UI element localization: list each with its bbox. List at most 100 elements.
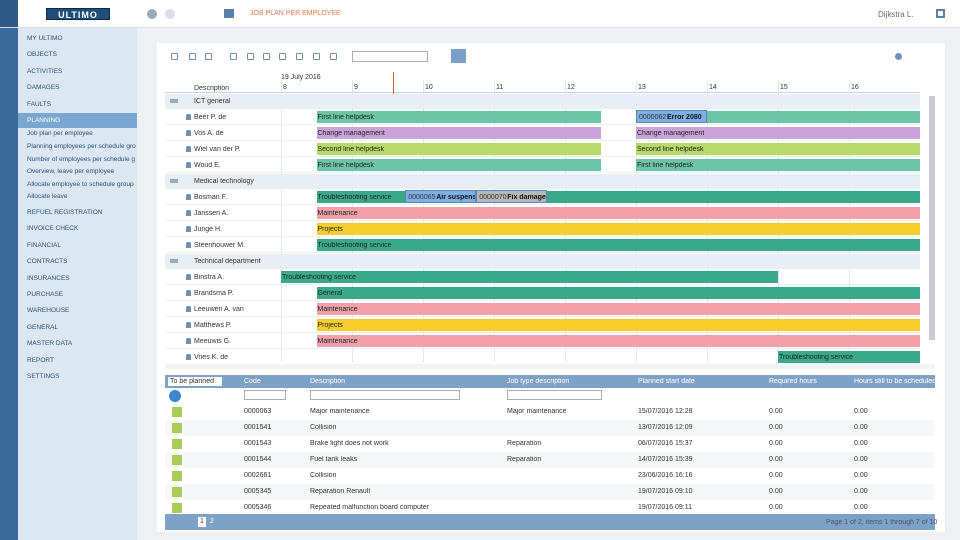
- table-row[interactable]: [165, 452, 935, 468]
- menu-item[interactable]: GENERAL: [27, 323, 59, 331]
- shift-bar[interactable]: Troubleshooting service: [778, 351, 920, 363]
- job-box[interactable]: 0000070 Fix damage: [476, 190, 548, 203]
- table-row[interactable]: [165, 420, 935, 436]
- nav-back[interactable]: [147, 9, 157, 19]
- menu-item[interactable]: MY ULTIMO: [27, 35, 63, 42]
- column-header[interactable]: Code: [244, 378, 261, 385]
- logout-icon[interactable]: [936, 9, 945, 18]
- calendar-button[interactable]: [451, 49, 466, 63]
- submenu-item[interactable]: Allocate leave: [27, 193, 68, 201]
- shift-bar[interactable]: Projects: [316, 319, 920, 331]
- menu-item[interactable]: INVOICE CHECK: [27, 225, 79, 233]
- menu-item[interactable]: REPORT: [27, 356, 54, 364]
- filter-input[interactable]: [310, 390, 460, 400]
- shift-bar[interactable]: Maintenance: [316, 207, 920, 219]
- employee-name[interactable]: Vos A. de: [194, 130, 224, 137]
- employee-name[interactable]: Brandsma P.: [194, 290, 234, 297]
- employee-name[interactable]: Binstra A.: [194, 274, 224, 281]
- column-header[interactable]: Description: [310, 378, 346, 385]
- shift-bar[interactable]: Second line helpdesk: [316, 143, 601, 155]
- group-toggle[interactable]: [170, 179, 178, 183]
- toolbar-button[interactable]: [330, 53, 337, 60]
- employee-name[interactable]: Vries K. de: [194, 354, 228, 361]
- group-toggle[interactable]: [170, 259, 178, 263]
- shift-bar[interactable]: Troubleshooting service: [281, 271, 778, 283]
- employee-name[interactable]: Janssen A.: [194, 210, 229, 217]
- table-row[interactable]: [165, 404, 935, 420]
- filter-input[interactable]: [244, 390, 286, 400]
- job-box[interactable]: 0000062 Error 2080: [636, 110, 707, 123]
- home-icon[interactable]: [224, 9, 234, 18]
- menu-item[interactable]: WAREHOUSE: [27, 307, 70, 315]
- submenu-item[interactable]: Number of employees per schedule g: [27, 155, 136, 163]
- shift-bar[interactable]: Change management: [636, 127, 920, 139]
- menu-item[interactable]: DAMAGES: [27, 84, 60, 92]
- employee-name[interactable]: Beer P. de: [194, 114, 227, 121]
- menu-button[interactable]: [0, 0, 18, 27]
- employee-name[interactable]: Steenhouwer M.: [194, 242, 245, 249]
- filter-input[interactable]: [507, 390, 602, 400]
- info-icon[interactable]: [895, 53, 902, 60]
- table-row[interactable]: [165, 436, 935, 452]
- group-toggle[interactable]: [170, 99, 178, 103]
- menu-item[interactable]: MASTER DATA: [27, 340, 73, 348]
- toolbar-button[interactable]: [247, 53, 254, 60]
- table-row[interactable]: [165, 468, 935, 484]
- column-header[interactable]: Planned start date: [638, 378, 695, 385]
- table-row[interactable]: [165, 484, 935, 500]
- employee-name[interactable]: Matthews P.: [194, 322, 232, 329]
- toolbar-button[interactable]: [313, 53, 320, 60]
- shift-bar[interactable]: Second line helpdesk: [636, 143, 920, 155]
- shift-bar[interactable]: Troubleshooting service: [316, 239, 920, 251]
- toolbar-button[interactable]: [189, 53, 196, 60]
- employee-name[interactable]: Junge H.: [194, 226, 223, 233]
- date-input[interactable]: [352, 51, 428, 62]
- filter-select[interactable]: To be planned: [168, 377, 222, 386]
- employee-name[interactable]: Woud E.: [194, 162, 221, 169]
- column-header[interactable]: Required hours: [769, 378, 817, 385]
- menu-item[interactable]: REFUEL REGISTRATION: [27, 209, 103, 216]
- toolbar-button[interactable]: [263, 53, 270, 60]
- shift-bar[interactable]: [636, 111, 920, 123]
- menu-item[interactable]: FINANCIAL: [27, 241, 61, 249]
- page-link[interactable]: 2: [210, 518, 214, 525]
- menu-item[interactable]: ACTIVITIES: [27, 67, 63, 75]
- toolbar-button[interactable]: [205, 53, 212, 60]
- user-name[interactable]: Dijkstra L.: [878, 10, 914, 19]
- toolbar-button[interactable]: [171, 53, 178, 60]
- menu-item[interactable]: FAULTS: [27, 100, 52, 108]
- logo[interactable]: ULTIMO: [46, 8, 110, 20]
- toolbar-button[interactable]: [279, 53, 286, 60]
- employee-name[interactable]: Wiel van der P.: [194, 146, 241, 153]
- shift-bar[interactable]: Maintenance: [316, 303, 920, 315]
- menu-item[interactable]: INSURANCES: [27, 274, 70, 282]
- employee-name[interactable]: Leeuwen A. van: [194, 306, 244, 313]
- shift-bar[interactable]: First line helpdesk: [636, 159, 920, 171]
- shift-bar[interactable]: Maintenance: [316, 335, 920, 347]
- table-row[interactable]: [165, 500, 935, 516]
- submenu-item[interactable]: Job plan per employee: [27, 130, 93, 138]
- nav-forward[interactable]: [165, 9, 175, 19]
- shift-bar[interactable]: First line helpdesk: [316, 111, 601, 123]
- shift-bar[interactable]: General: [316, 287, 920, 299]
- submenu-item[interactable]: Overview, leave per employee: [27, 168, 115, 176]
- menu-item[interactable]: SETTINGS: [27, 373, 60, 380]
- breadcrumb[interactable]: JOB PLAN PER EMPLOYEE: [250, 10, 341, 17]
- menu-item[interactable]: CONTRACTS: [27, 258, 68, 266]
- toolbar-button[interactable]: [230, 53, 237, 60]
- submenu-item[interactable]: Planning employees per schedule gro: [27, 143, 136, 150]
- column-header[interactable]: Hours still to be scheduled: [854, 378, 937, 385]
- menu-item[interactable]: PURCHASE: [27, 291, 64, 298]
- shift-bar[interactable]: First line helpdesk: [316, 159, 601, 171]
- shift-bar[interactable]: Projects: [316, 223, 920, 235]
- menu-item[interactable]: PLANNING: [27, 117, 61, 124]
- menu-item[interactable]: OBJECTS: [27, 51, 57, 59]
- page-link[interactable]: 1: [198, 517, 206, 527]
- employee-name[interactable]: Meeuwis G.: [194, 338, 231, 345]
- toolbar-button[interactable]: [296, 53, 303, 60]
- shift-bar[interactable]: Change management: [316, 127, 601, 139]
- column-header[interactable]: Job type description: [507, 378, 570, 385]
- employee-name[interactable]: Bosman F.: [194, 194, 228, 201]
- submenu-item[interactable]: Allocate employee to schedule group: [27, 180, 134, 188]
